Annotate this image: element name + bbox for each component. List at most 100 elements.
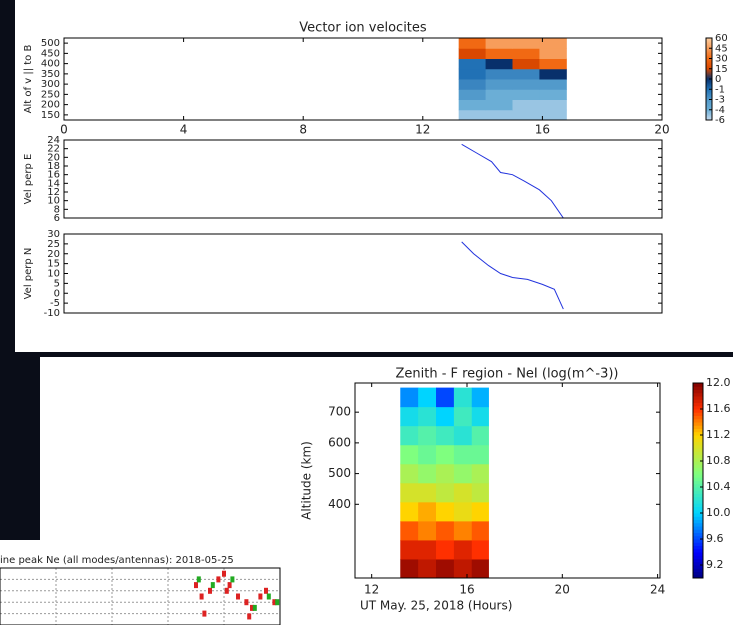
heat-cell: [513, 110, 540, 121]
heat-cell: [400, 483, 418, 503]
heat-cell: [400, 445, 418, 465]
x-axis-label: UT May. 25, 2018 (Hours): [360, 599, 512, 613]
heat-cell: [513, 89, 540, 100]
x-tick-label: 20: [555, 583, 570, 597]
heat-cell: [472, 521, 489, 541]
heat-cell: [418, 521, 436, 541]
heat-cell: [400, 426, 418, 446]
window: Vector ion velocitesAlt of v || to B1502…: [15, 0, 733, 352]
heat-cell: [436, 483, 454, 503]
heat-cell: [539, 79, 566, 90]
colorbar-segment: [693, 448, 703, 452]
heat-cell: [486, 89, 513, 100]
chart-title: ine peak Ne (all modes/antennas): 2018-0…: [0, 555, 234, 566]
point: [216, 576, 220, 582]
colorbar-tick-label: 10.4: [706, 480, 731, 493]
point: [253, 605, 257, 611]
colorbar-segment: [693, 455, 703, 459]
colorbar-segment: [693, 487, 703, 491]
heat-cell: [436, 559, 454, 579]
colorbar-segment: [693, 549, 703, 553]
x-tick-label: 16: [459, 583, 474, 597]
point: [194, 582, 198, 588]
heat-cell: [418, 483, 436, 503]
heat-cell: [454, 464, 472, 484]
colorbar-segment: [693, 416, 703, 420]
colorbar-segment: [693, 494, 703, 498]
point: [202, 611, 206, 617]
y-tick-label: 0: [54, 288, 60, 299]
colorbar-segment: [693, 409, 703, 413]
y-tick-label: 450: [41, 48, 60, 59]
colorbar-segment: [693, 425, 703, 429]
heat-cell: [400, 521, 418, 541]
heat-cell: [459, 110, 486, 121]
colorbar-segment: [693, 461, 703, 465]
y-tick-label: 15: [47, 259, 60, 270]
colorbar-segment: [693, 503, 703, 507]
colorbar-segment: [693, 516, 703, 520]
heat-cell: [400, 388, 418, 408]
heat-cell: [539, 59, 566, 70]
heat-cell: [400, 540, 418, 560]
colorbar-segment: [693, 539, 703, 543]
colorbar-segment: [693, 513, 703, 517]
heat-cell: [486, 110, 513, 121]
heat-cell: [436, 521, 454, 541]
colorbar-segment: [693, 500, 703, 504]
colorbar-segment: [693, 386, 703, 390]
colorbar-segment: [693, 445, 703, 449]
heat-cell: [472, 445, 489, 465]
colorbar-tick-label: 9.6: [706, 532, 724, 545]
point: [236, 594, 240, 600]
heat-cell: [472, 483, 489, 503]
point: [228, 582, 232, 588]
heat-cell: [459, 59, 486, 70]
colorbar-segment: [693, 474, 703, 478]
heat-cell: [418, 445, 436, 465]
x-tick-label: 4: [180, 123, 188, 137]
heat-cell: [472, 540, 489, 560]
heat-cell: [418, 502, 436, 522]
heat-cell: [454, 502, 472, 522]
colorbar-segment: [693, 412, 703, 416]
x-tick-label: 12: [364, 583, 379, 597]
colorbar-segment: [693, 403, 703, 407]
colorbar-segment: [693, 507, 703, 511]
window-bg: [0, 540, 285, 625]
y-axis-label: Vel perp E: [23, 154, 34, 205]
heat-cell: [539, 69, 566, 80]
heat-cell: [486, 69, 513, 80]
heat-cell: [418, 540, 436, 560]
colorbar-segment: [693, 546, 703, 550]
y-tick-label: 24: [47, 135, 60, 146]
colorbar-segment: [693, 393, 703, 397]
colorbar-segment: [693, 438, 703, 442]
colorbar-tick-label: 9.2: [706, 558, 724, 571]
heat-cell: [513, 38, 540, 49]
heat-cell: [454, 540, 472, 560]
point: [258, 594, 262, 600]
heat-cell: [486, 100, 513, 111]
point: [208, 588, 212, 594]
heat-cell: [486, 59, 513, 70]
heat-cell: [454, 559, 472, 579]
colorbar-segment: [693, 468, 703, 472]
heat-cell: [486, 38, 513, 49]
heat-cell: [400, 559, 418, 579]
window-bg: [15, 0, 733, 352]
x-tick-label: 16: [535, 123, 550, 137]
heat-cell: [513, 100, 540, 111]
heat-cell: [436, 407, 454, 427]
heat-cell: [459, 79, 486, 90]
heat-cell: [539, 38, 566, 49]
heat-cell: [513, 69, 540, 80]
x-tick-label: 24: [650, 583, 665, 597]
heat-cell: [472, 407, 489, 427]
colorbar-segment: [693, 477, 703, 481]
y-axis-label: Vel perp N: [23, 248, 34, 300]
colorbar-tick-label: 10.8: [706, 454, 731, 467]
heat-cell: [472, 388, 489, 408]
heat-cell: [418, 388, 436, 408]
heat-cell: [539, 48, 566, 59]
